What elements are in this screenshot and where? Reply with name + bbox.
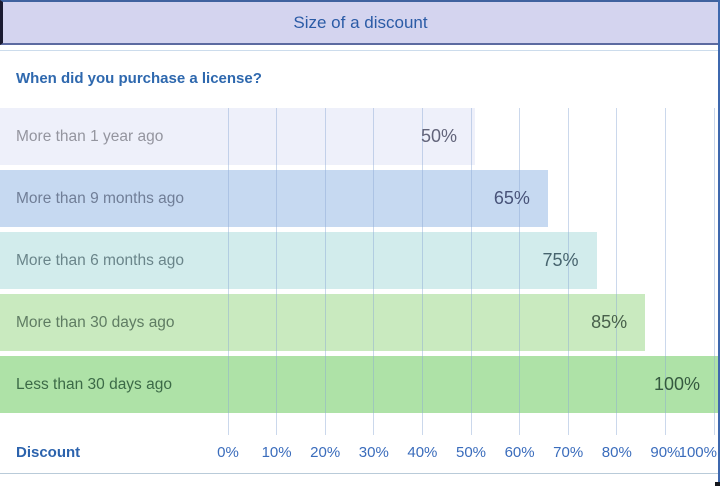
axis-tick-label: 10% bbox=[261, 444, 292, 461]
axis-tick-label: 40% bbox=[407, 444, 438, 461]
axis-tick-label: 50% bbox=[455, 444, 487, 461]
axis-tick-label: 80% bbox=[601, 444, 632, 461]
bar-row: 50% More than 1 year ago bbox=[0, 108, 720, 165]
bar-value-label: 50% bbox=[420, 126, 457, 146]
bar-value-label: 100% bbox=[653, 374, 700, 394]
bar-row: 65% More than 9 months ago bbox=[0, 170, 720, 227]
axis-tick-label: 70% bbox=[553, 444, 584, 461]
chart-title-bar: Size of a discount bbox=[0, 0, 720, 45]
bar-category-label: Less than 30 days ago bbox=[16, 375, 172, 393]
chart-title: Size of a discount bbox=[293, 12, 428, 32]
axis-tick-label: 0% bbox=[217, 444, 239, 461]
chart-question: When did you purchase a license? bbox=[16, 70, 262, 87]
bar-category-label: More than 9 months ago bbox=[16, 189, 185, 207]
bar-category-label: More than 1 year ago bbox=[16, 127, 164, 145]
bar-category-label: More than 30 days ago bbox=[16, 313, 175, 331]
bar-row: 85% More than 30 days ago bbox=[0, 294, 720, 351]
bar-row: 75% More than 6 months ago bbox=[0, 232, 720, 289]
bar: 75% bbox=[0, 232, 597, 289]
bar: 65% bbox=[0, 170, 548, 227]
window-corner bbox=[715, 482, 720, 486]
axis-title: Discount bbox=[16, 444, 81, 461]
axis-separator bbox=[0, 473, 720, 474]
axis-tick-label: 30% bbox=[358, 444, 389, 461]
bar-value-label: 85% bbox=[591, 312, 628, 332]
bar: 85% bbox=[0, 294, 646, 351]
window-right-border bbox=[718, 0, 720, 486]
axis-tick-label: 60% bbox=[504, 444, 535, 461]
axis-tick-label: 20% bbox=[310, 444, 341, 461]
bar-value-label: 65% bbox=[493, 188, 530, 208]
axis-tick-label: 100% bbox=[678, 444, 717, 461]
bar-value-label: 75% bbox=[542, 250, 579, 270]
bar-category-label: More than 6 months ago bbox=[16, 251, 185, 269]
x-axis: Discount 0% 10% 20% 30% 40% 50% 60% 70% 80% 90% 10… bbox=[0, 443, 720, 463]
header-separator bbox=[0, 50, 720, 51]
plot-area: 50% More than 1 year ago 65% More than 9 mo… bbox=[0, 108, 720, 414]
bar: 100% bbox=[0, 356, 718, 413]
bar-row: 100% Less than 30 days ago bbox=[0, 356, 720, 413]
bar: 50% bbox=[0, 108, 475, 165]
axis-tick-label: 90% bbox=[650, 444, 681, 461]
